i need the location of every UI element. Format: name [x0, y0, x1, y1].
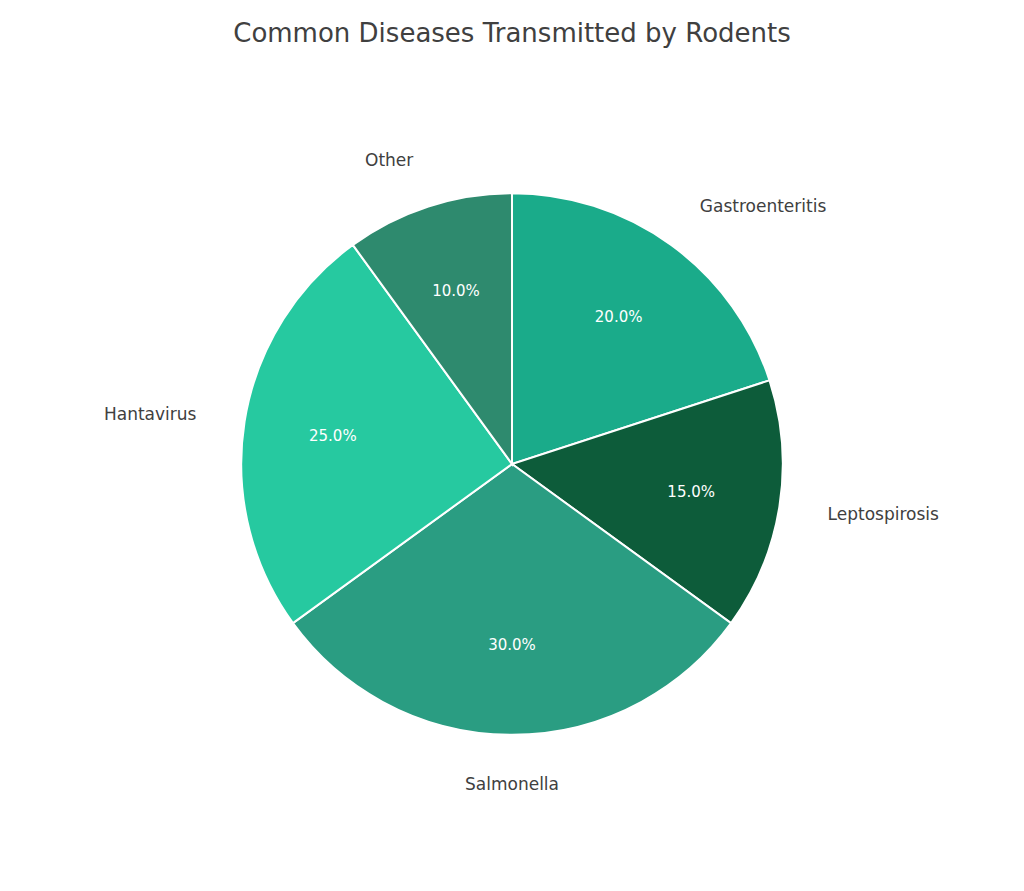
svg-text:Salmonella: Salmonella [465, 774, 559, 794]
svg-text:Other: Other [365, 150, 413, 170]
svg-text:25.0%: 25.0% [309, 427, 357, 445]
html-text:Common Diseases Transmitted by: Common Diseases Transmitted by Rodents [233, 18, 791, 48]
svg-text:Gastroenteritis: Gastroenteritis [700, 196, 827, 216]
svg-text:20.0%: 20.0% [595, 308, 643, 326]
svg-text:10.0%: 10.0% [432, 282, 480, 300]
svg-text:30.0%: 30.0% [488, 636, 536, 654]
svg-text:15.0%: 15.0% [667, 483, 715, 501]
svg-text:Leptospirosis: Leptospirosis [828, 504, 939, 524]
svg-text:Hantavirus: Hantavirus [104, 404, 197, 424]
